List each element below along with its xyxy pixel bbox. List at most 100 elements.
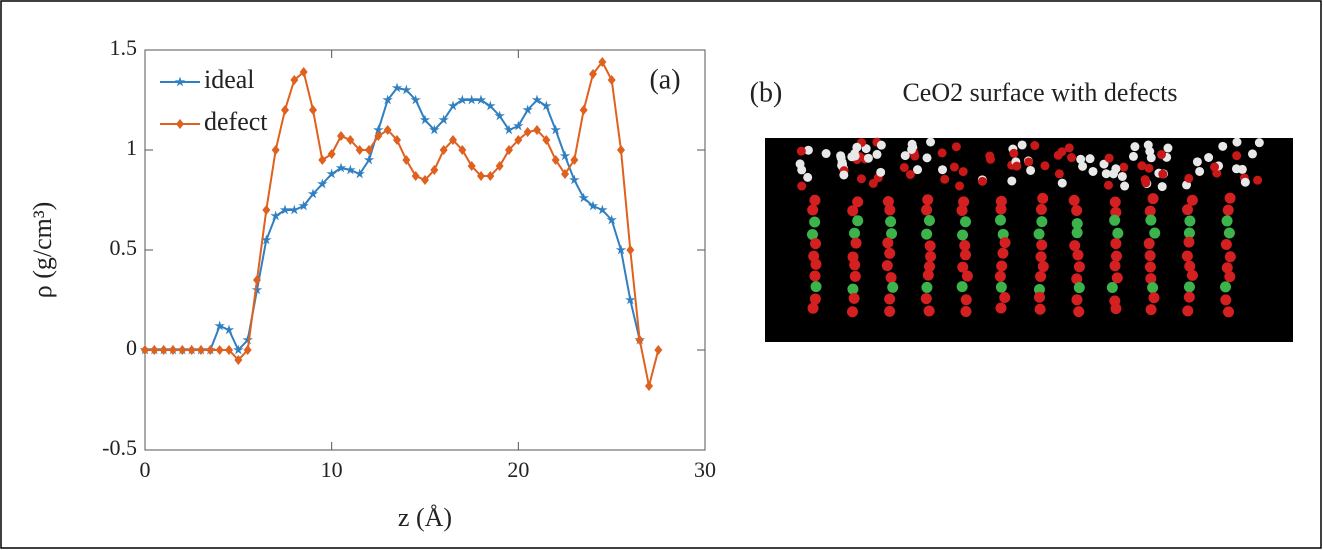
atom	[1128, 151, 1138, 161]
atom	[995, 302, 1007, 314]
point-marker	[290, 75, 299, 85]
point-marker	[505, 145, 513, 155]
atom	[1109, 214, 1121, 226]
atom	[839, 170, 849, 180]
atom	[846, 306, 858, 318]
atom	[937, 148, 947, 158]
atom	[1223, 306, 1235, 318]
atom	[847, 283, 859, 295]
atom	[938, 165, 948, 175]
atom	[1144, 163, 1154, 173]
point-marker	[494, 110, 505, 121]
point-marker	[438, 114, 449, 125]
atom	[957, 229, 969, 241]
point-marker	[419, 114, 431, 125]
atom	[1254, 138, 1264, 148]
atom	[921, 281, 933, 293]
atom	[921, 204, 933, 216]
atom	[809, 194, 821, 206]
point-marker	[242, 334, 253, 345]
point-marker	[598, 57, 607, 67]
atom	[1218, 141, 1228, 151]
point-marker	[615, 244, 627, 255]
atom	[960, 249, 972, 261]
point-marker	[421, 175, 429, 185]
point-marker	[606, 214, 617, 225]
atom	[1130, 142, 1140, 152]
y-tick-label: 0.5	[110, 235, 138, 260]
atom	[1183, 291, 1195, 303]
point-marker	[225, 345, 233, 355]
atom	[881, 260, 893, 272]
atom	[1017, 140, 1027, 150]
point-marker	[383, 125, 392, 135]
atom	[1085, 154, 1095, 164]
atom	[1106, 281, 1118, 293]
atom	[1137, 161, 1147, 171]
atom	[922, 269, 934, 281]
atom	[1112, 227, 1124, 239]
atom	[1195, 166, 1205, 176]
point-marker	[363, 154, 375, 165]
atom	[886, 228, 898, 240]
atom	[1071, 218, 1083, 230]
atom	[1149, 227, 1161, 239]
atom	[1157, 182, 1167, 192]
atom	[852, 142, 862, 152]
atom	[1073, 306, 1085, 318]
atom	[1012, 161, 1022, 171]
point-marker	[206, 345, 215, 355]
point-marker	[477, 171, 485, 181]
atom	[1120, 181, 1130, 191]
atom	[1240, 177, 1250, 187]
atom	[1033, 284, 1045, 296]
atom	[1220, 239, 1232, 251]
y-tick-label: 0	[126, 335, 137, 360]
x-tick-label: 20	[507, 457, 529, 482]
point-marker	[559, 150, 571, 161]
point-marker	[550, 124, 561, 135]
atom	[920, 293, 932, 305]
atom	[1054, 169, 1064, 179]
atom	[1069, 240, 1081, 252]
atom	[803, 172, 813, 182]
point-marker	[223, 324, 235, 335]
atom	[1057, 178, 1067, 188]
atom	[1117, 171, 1127, 181]
atom	[849, 227, 861, 239]
atom	[1037, 192, 1049, 204]
point-marker	[411, 171, 420, 181]
atom	[1210, 162, 1220, 172]
atom	[957, 261, 969, 273]
panel-label: (a)	[649, 64, 680, 95]
atom	[852, 215, 864, 227]
atom	[1101, 169, 1111, 179]
y-tick-label: -0.5	[102, 435, 137, 460]
point-marker	[318, 155, 327, 165]
atom	[913, 165, 923, 175]
atom	[876, 167, 886, 177]
point-marker	[355, 145, 364, 155]
point-marker	[625, 294, 636, 305]
atom	[852, 196, 864, 208]
atom	[1068, 194, 1080, 206]
atom	[1183, 227, 1195, 239]
atom	[1158, 169, 1168, 179]
atom	[960, 294, 972, 306]
y-tick-label: 1.5	[110, 35, 138, 60]
point-marker	[542, 135, 551, 145]
atom	[1221, 215, 1233, 227]
atom	[1163, 143, 1173, 153]
point-marker	[159, 345, 168, 355]
atom	[1247, 149, 1257, 159]
atom	[809, 293, 821, 305]
atom	[1035, 203, 1047, 215]
atom	[1182, 305, 1194, 317]
point-marker	[289, 204, 300, 215]
point-marker	[467, 161, 476, 171]
point-marker	[271, 145, 280, 155]
atom	[923, 215, 935, 227]
atom	[882, 237, 894, 249]
